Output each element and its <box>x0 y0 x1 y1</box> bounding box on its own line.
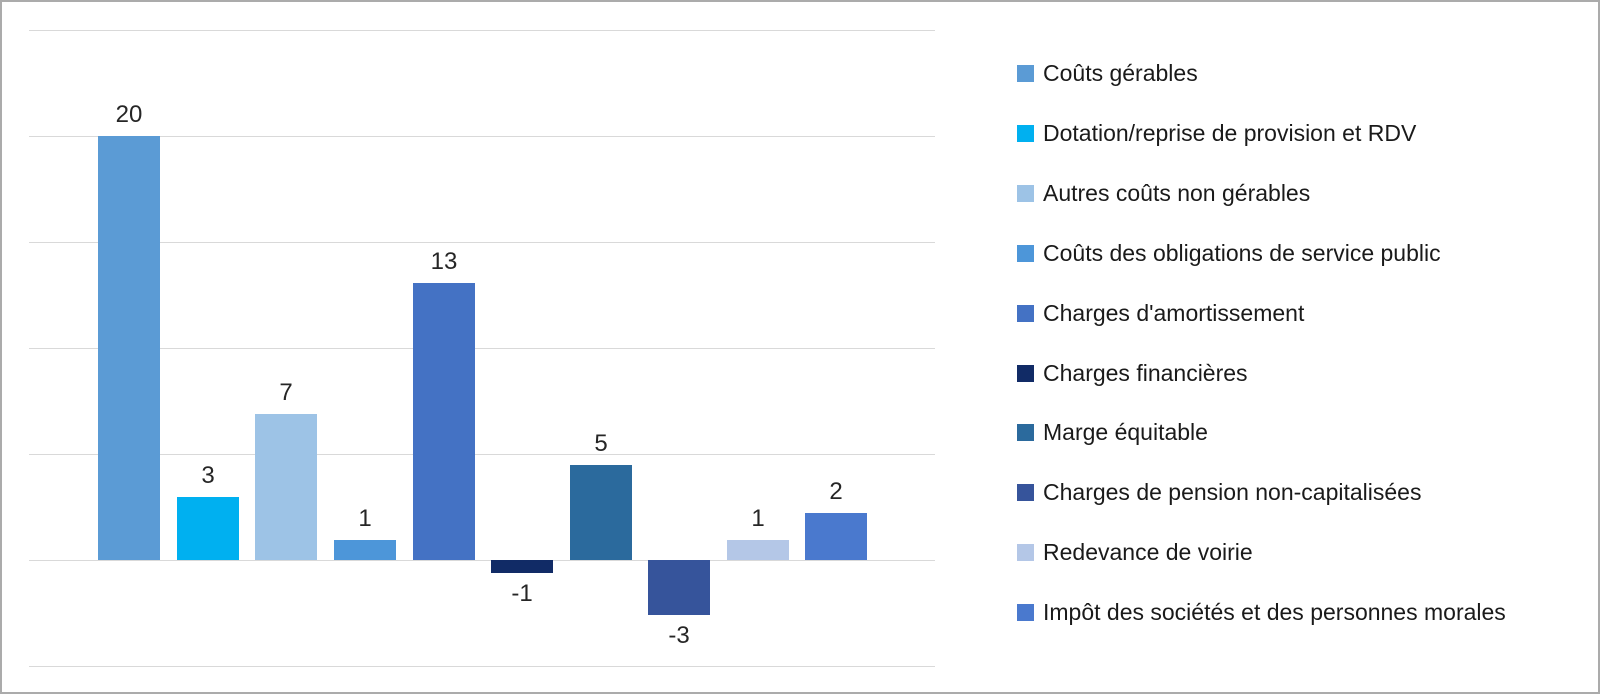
bar-1 <box>177 497 239 560</box>
legend-swatch-icon <box>1017 544 1034 561</box>
bar-value-label-5: -1 <box>511 580 533 607</box>
gridline-y25 <box>29 30 935 31</box>
bar-value-label-3: 1 <box>358 505 372 532</box>
bar-value-label-9: 2 <box>829 478 843 505</box>
bar-value-label-1: 3 <box>201 462 215 489</box>
legend-item-4: Charges d'amortissement <box>1017 302 1304 325</box>
gridline-y15 <box>29 242 935 243</box>
bar-8 <box>727 540 789 560</box>
legend-label: Charges d'amortissement <box>1043 300 1305 326</box>
bar-value-label-7: -3 <box>668 622 690 649</box>
legend-swatch-icon <box>1017 484 1034 501</box>
legend-swatch-icon <box>1017 305 1034 322</box>
bar-0 <box>98 136 160 560</box>
gridline-y10 <box>29 348 935 349</box>
bar-value-label-4: 13 <box>430 248 458 275</box>
bar-value-label-0: 20 <box>115 101 143 128</box>
legend-label: Dotation/reprise de provision et RDV <box>1043 120 1417 146</box>
gridline-y20 <box>29 136 935 137</box>
bar-value-label-8: 1 <box>751 505 765 532</box>
bar-value-label-2: 7 <box>279 379 293 406</box>
legend-item-6: Marge équitable <box>1017 421 1208 444</box>
bar-value-label-6: 5 <box>594 430 608 457</box>
bar-6 <box>570 465 632 560</box>
legend-item-8: Redevance de voirie <box>1017 541 1253 564</box>
legend-label: Coûts gérables <box>1043 60 1198 86</box>
legend-swatch-icon <box>1017 125 1034 142</box>
legend-item-0: Coûts gérables <box>1017 62 1198 85</box>
legend-swatch-icon <box>1017 185 1034 202</box>
legend-item-2: Autres coûts non gérables <box>1017 182 1310 205</box>
chart-plot-area: 20 3 7 1 13 -1 5 -3 1 2 <box>2 2 962 692</box>
legend-swatch-icon <box>1017 65 1034 82</box>
bar-9 <box>805 513 867 560</box>
legend-item-9: Impôt des sociétés et des personnes mora… <box>1017 601 1506 624</box>
legend-swatch-icon <box>1017 245 1034 262</box>
legend-item-7: Charges de pension non-capitalisées <box>1017 481 1421 504</box>
bar-7 <box>648 560 710 615</box>
legend-item-1: Dotation/reprise de provision et RDV <box>1017 122 1416 145</box>
legend-swatch-icon <box>1017 424 1034 441</box>
legend-label: Marge équitable <box>1043 419 1208 445</box>
legend-item-3: Coûts des obligations de service public <box>1017 242 1441 265</box>
bar-3 <box>334 540 396 560</box>
legend-label: Autres coûts non gérables <box>1043 180 1311 206</box>
legend-label: Charges de pension non-capitalisées <box>1043 479 1422 505</box>
legend-swatch-icon <box>1017 604 1034 621</box>
bar-4 <box>413 283 475 560</box>
bar-2 <box>255 414 317 560</box>
legend-item-5: Charges financières <box>1017 362 1248 385</box>
legend-label: Impôt des sociétés et des personnes mora… <box>1043 599 1506 625</box>
legend-swatch-icon <box>1017 365 1034 382</box>
gridline-y5 <box>29 454 935 455</box>
legend-label: Coûts des obligations de service public <box>1043 240 1441 266</box>
gridline-y0 <box>29 560 935 561</box>
bar-5 <box>491 560 553 573</box>
legend-label: Redevance de voirie <box>1043 539 1253 565</box>
legend-label: Charges financières <box>1043 360 1248 386</box>
gridline-y-5 <box>29 666 935 667</box>
